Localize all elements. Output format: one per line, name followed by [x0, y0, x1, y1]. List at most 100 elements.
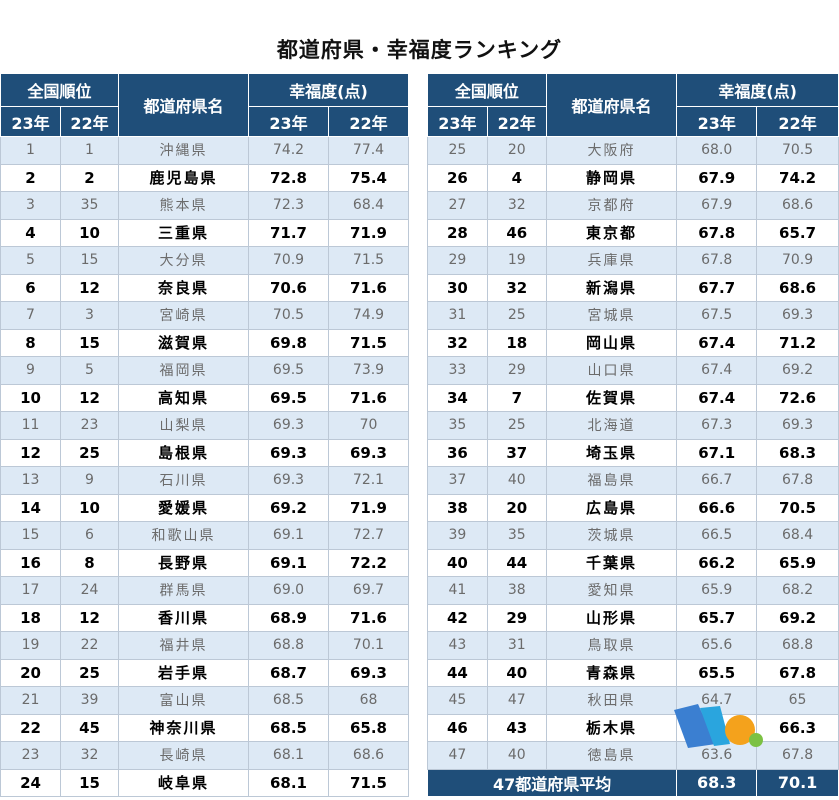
- rank-22-cell: 2: [60, 163, 119, 192]
- score-22-cell: 77.4: [328, 136, 409, 165]
- score-23-cell: 67.4: [676, 383, 758, 412]
- score-23-cell: 66.2: [676, 548, 758, 577]
- score-22-cell: 70.5: [756, 136, 839, 165]
- score-22-cell: 71.5: [328, 328, 409, 357]
- header-rank-group: 全国順位: [0, 73, 119, 107]
- table-row: 25 20 大阪府 68.0 70.5: [427, 136, 839, 165]
- table-row: 28 46 東京都 67.8 65.7: [427, 218, 839, 247]
- header-pref: 都道府県名: [545, 73, 678, 137]
- rank-22-cell: 45: [60, 713, 119, 742]
- prefecture-cell: 石川県: [118, 466, 249, 495]
- score-22-cell: 67.8: [756, 741, 839, 770]
- watermark-logo-icon: [674, 704, 763, 748]
- score-22-cell: 68.3: [756, 438, 839, 467]
- rank-22-cell: 32: [486, 273, 547, 302]
- score-22-cell: 72.6: [756, 383, 839, 412]
- rank-22-cell: 3: [60, 301, 119, 330]
- rank-22-cell: 12: [60, 273, 119, 302]
- rank-22-cell: 35: [486, 521, 547, 550]
- rank-23-cell: 25: [427, 136, 488, 165]
- score-23-cell: 66.7: [676, 466, 758, 495]
- rank-23-cell: 12: [0, 438, 61, 467]
- score-22-cell: 68.2: [756, 576, 839, 605]
- score-23-cell: 66.6: [676, 493, 758, 522]
- prefecture-cell: 埼玉県: [545, 438, 678, 467]
- table-row: 38 20 広島県 66.6 70.5: [427, 493, 839, 522]
- rank-22-cell: 5: [60, 356, 119, 385]
- prefecture-cell: 静岡県: [545, 163, 678, 192]
- rank-23-cell: 39: [427, 521, 488, 550]
- header-rank-22: 22年: [486, 106, 547, 137]
- rank-23-cell: 26: [427, 163, 488, 192]
- prefecture-cell: 滋賀県: [118, 328, 249, 357]
- rank-22-cell: 35: [60, 191, 119, 220]
- prefecture-cell: 広島県: [545, 493, 678, 522]
- rank-23-cell: 8: [0, 328, 61, 357]
- score-23-cell: 71.7: [248, 218, 329, 247]
- score-22-cell: 68.6: [328, 741, 409, 770]
- prefecture-cell: 秋田県: [545, 686, 678, 715]
- score-22-cell: 72.2: [328, 548, 409, 577]
- score-23-cell: 65.5: [676, 658, 758, 687]
- table-row: 37 40 福島県 66.7 67.8: [427, 466, 839, 495]
- prefecture-cell: 高知県: [118, 383, 249, 412]
- rank-23-cell: 36: [427, 438, 488, 467]
- score-23-cell: 68.9: [248, 603, 329, 632]
- score-22-cell: 69.2: [756, 356, 839, 385]
- table-row: 35 25 北海道 67.3 69.3: [427, 411, 839, 440]
- header-score-22: 22年: [328, 106, 409, 137]
- score-23-cell: 67.8: [676, 246, 758, 275]
- average-score-23: 68.3: [676, 768, 758, 797]
- table-row: 34 7 佐賀県 67.4 72.6: [427, 383, 839, 412]
- header-rank-group: 全国順位: [427, 73, 547, 107]
- prefecture-cell: 福岡県: [118, 356, 249, 385]
- score-23-cell: 70.9: [248, 246, 329, 275]
- score-22-cell: 74.9: [328, 301, 409, 330]
- rank-23-cell: 32: [427, 328, 488, 357]
- prefecture-cell: 大分県: [118, 246, 249, 275]
- rank-22-cell: 37: [486, 438, 547, 467]
- score-23-cell: 69.2: [248, 493, 329, 522]
- score-22-cell: 65.7: [756, 218, 839, 247]
- table-row: 26 4 静岡県 67.9 74.2: [427, 163, 839, 192]
- score-23-cell: 69.5: [248, 383, 329, 412]
- table-row: 11 23 山梨県 69.3 70: [0, 411, 409, 440]
- score-22-cell: 65.8: [328, 713, 409, 742]
- table-row: 1 1 沖縄県 74.2 77.4: [0, 136, 409, 165]
- logo-cyan-shape: [700, 706, 730, 746]
- score-22-cell: 65: [756, 686, 839, 715]
- score-22-cell: 71.6: [328, 383, 409, 412]
- score-23-cell: 67.8: [676, 218, 758, 247]
- score-22-cell: 71.2: [756, 328, 839, 357]
- score-23-cell: 69.3: [248, 438, 329, 467]
- rank-23-cell: 46: [427, 713, 488, 742]
- prefecture-cell: 鳥取県: [545, 631, 678, 660]
- score-23-cell: 67.5: [676, 301, 758, 330]
- header-score-group: 幸福度(点): [676, 73, 839, 107]
- logo-orange-circle: [725, 715, 755, 745]
- prefecture-cell: 愛媛県: [118, 493, 249, 522]
- table-row: 41 38 愛知県 65.9 68.2: [427, 576, 839, 605]
- rank-22-cell: 25: [486, 411, 547, 440]
- table-row: 20 25 岩手県 68.7 69.3: [0, 658, 409, 687]
- table-row: 13 9 石川県 69.3 72.1: [0, 466, 409, 495]
- rank-23-cell: 24: [0, 768, 61, 797]
- rank-23-cell: 19: [0, 631, 61, 660]
- score-23-cell: 68.1: [248, 768, 329, 797]
- table-row: 14 10 愛媛県 69.2 71.9: [0, 493, 409, 522]
- rank-22-cell: 8: [60, 548, 119, 577]
- prefecture-cell: 山梨県: [118, 411, 249, 440]
- rank-22-cell: 10: [60, 218, 119, 247]
- rank-23-cell: 21: [0, 686, 61, 715]
- table-row: 8 15 滋賀県 69.8 71.5: [0, 328, 409, 357]
- prefecture-cell: 沖縄県: [118, 136, 249, 165]
- rank-22-cell: 10: [60, 493, 119, 522]
- prefecture-cell: 岐阜県: [118, 768, 249, 797]
- prefecture-cell: 長野県: [118, 548, 249, 577]
- rank-23-cell: 34: [427, 383, 488, 412]
- prefecture-cell: 宮城県: [545, 301, 678, 330]
- rank-23-cell: 33: [427, 356, 488, 385]
- header-rank-23: 23年: [427, 106, 488, 137]
- rank-23-cell: 43: [427, 631, 488, 660]
- prefecture-cell: 栃木県: [545, 713, 678, 742]
